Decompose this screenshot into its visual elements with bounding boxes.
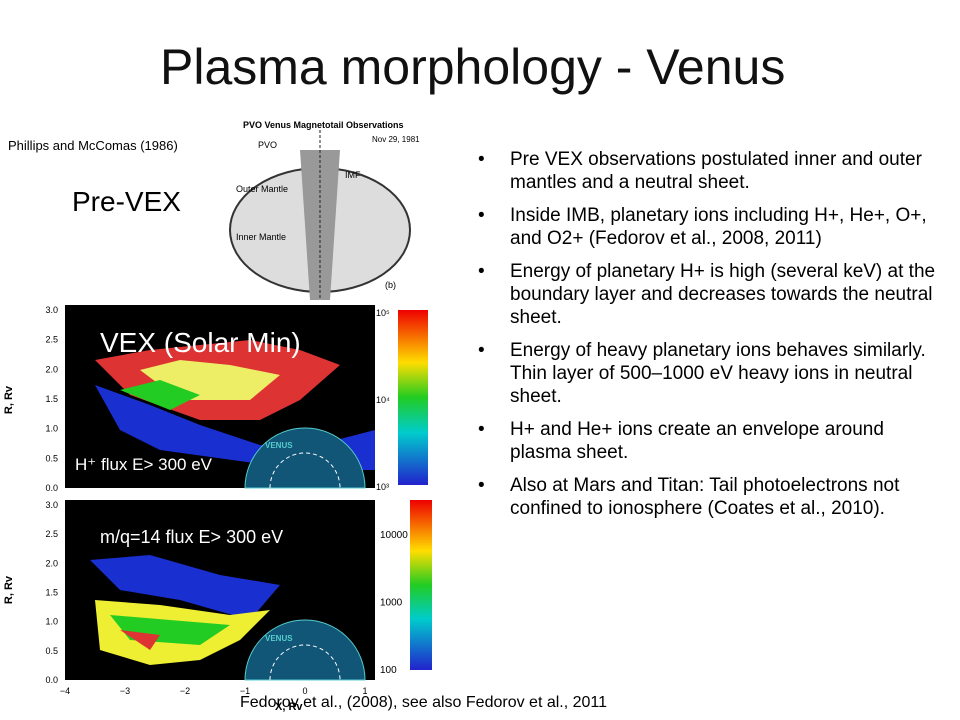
y-tick-label: 1.5 [45,588,58,598]
y-tick-label: 0.0 [45,675,58,685]
colorbar [410,500,432,670]
y-tick-label: 0.5 [45,453,58,463]
panel-label: H⁺ flux E> 300 eV [75,455,213,474]
y-tick-label: 1.5 [45,394,58,404]
vex-plots: VEX (Solar Min) R, Rv R, Rv X, Rv VENUS … [3,305,432,713]
pvo-inner: Inner Mantle [236,232,286,242]
y-tick-label: 1.0 [45,424,58,434]
pvo-label: PVO [258,140,277,150]
footer: Fedorov et al., (2008), see also Fedorov… [240,694,608,711]
y-tick-label: 2.5 [45,529,58,539]
y-tick-label: 3.0 [45,305,58,315]
bullet: Also at Mars and Titan: Tail photoelectr… [478,474,948,520]
y-tick-label: 0.5 [45,646,58,656]
y-tick-label: 0.0 [45,483,58,493]
bullet: Inside IMB, planetary ions including H+,… [478,204,948,250]
pvo-panel: (b) [385,280,396,290]
pvo-outer: Outer Mantle [236,184,288,194]
colorbar [398,310,428,485]
venus-inner [269,644,341,681]
plot-region [120,630,160,650]
colorbar-label: 100 [380,665,397,676]
pvo-title: PVO Venus Magnetotail Observations [243,120,404,130]
plot-region [90,555,280,620]
x-tick-label: −2 [180,686,190,696]
pvo-imf: IMF [345,170,361,180]
y-tick-label: 2.0 [45,364,58,374]
venus [244,427,366,489]
y-axis-label: R, Rv [3,385,15,414]
bullet: Pre VEX observations postulated inner an… [478,148,948,194]
x-tick-label: 1 [362,686,367,696]
citation: Phillips and McComas (1986) [8,138,178,153]
pvo-date: Nov 29, 1981 [372,135,420,144]
y-tick-label: 2.5 [45,335,58,345]
pvo-figure: PVO Venus Magnetotail Observations PVO N… [229,120,420,300]
venus [244,619,366,681]
colorbar-label: 1000 [380,598,403,609]
vex-title: VEX (Solar Min) [100,327,301,358]
y-tick-label: 1.0 [45,617,58,627]
y-tick-label: 2.0 [45,558,58,568]
y-tick-label: 3.0 [45,500,58,510]
plot-region [120,380,200,410]
x-axis-label: X, Rv [275,701,303,713]
pre-vex-label: Pre-VEX [72,186,181,217]
bullet-list: Pre VEX observations postulated inner an… [478,148,948,530]
x-tick-label: 0 [302,686,307,696]
bullet: H+ and He+ ions create an envelope aroun… [478,418,948,464]
bullet: Energy of heavy planetary ions behaves s… [478,339,948,408]
x-tick-label: −3 [120,686,130,696]
panel-label: m/q=14 flux E> 300 eV [100,527,283,547]
slide-title: Plasma morphology - Venus [160,39,786,95]
colorbar-label: 10³ [376,482,389,492]
y-axis-label: R, Rv [3,575,15,604]
venus-label: VENUS [265,441,293,450]
colorbar-label: 10⁵ [376,308,390,318]
x-tick-label: −4 [60,686,70,696]
venus-label: VENUS [265,634,293,643]
bullet: Energy of planetary H+ is high (several … [478,260,948,329]
colorbar-label: 10000 [380,530,408,541]
colorbar-label: 10⁴ [376,395,390,405]
x-tick-label: −1 [240,686,250,696]
venus-inner [269,452,341,489]
